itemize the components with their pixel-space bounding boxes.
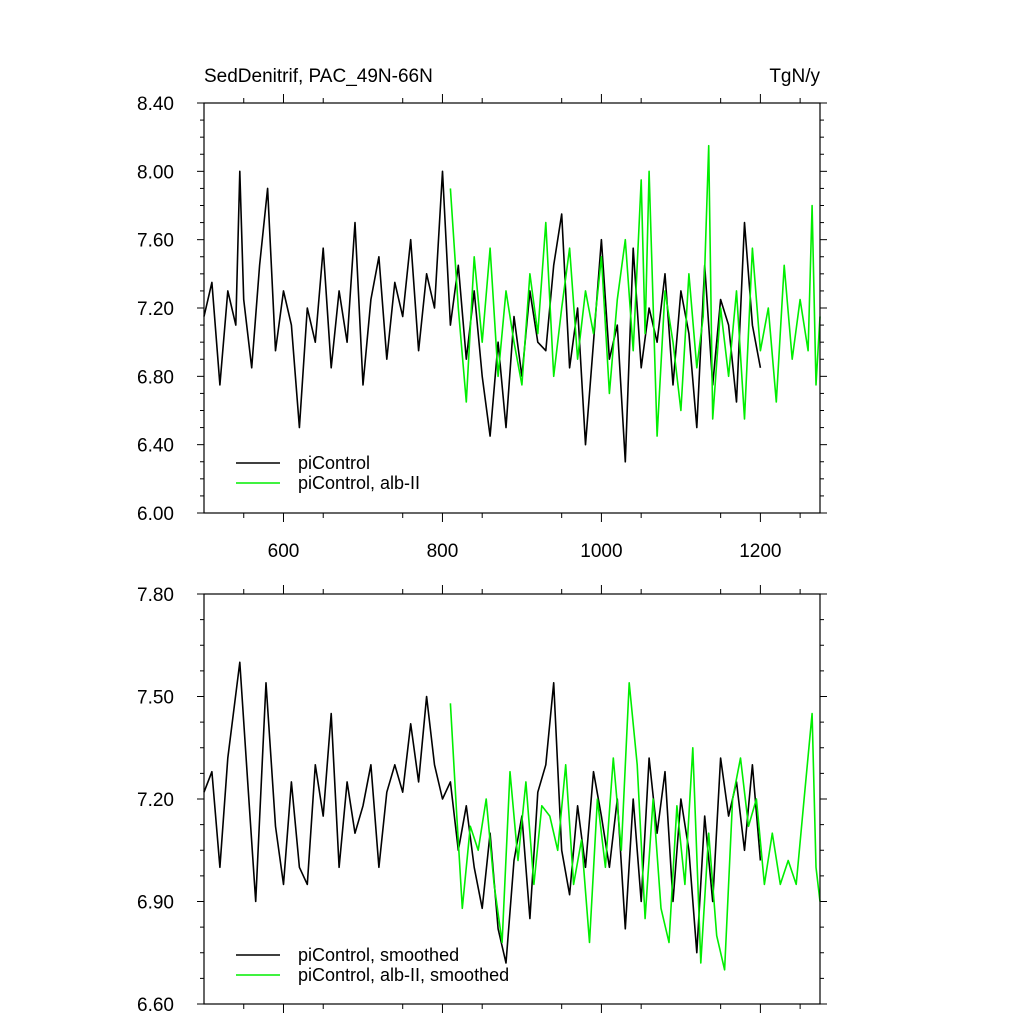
bottom-series-layer xyxy=(203,661,821,971)
y-tick-label: 6.60 xyxy=(137,995,174,1016)
top-plot-frame xyxy=(203,102,821,514)
chart-title: SedDenitrif, PAC_49N-66N xyxy=(204,66,433,87)
legend-label: piControl, alb-II, smoothed xyxy=(298,965,509,985)
y-tick-label: 7.50 xyxy=(137,688,174,709)
y-tick-label: 7.20 xyxy=(137,299,174,320)
x-tick-label: 1200 xyxy=(739,541,781,562)
top-panel: SedDenitrif, PAC_49N-66N TgN/y 6.006.406… xyxy=(137,66,827,562)
legend-label: piControl, smoothed xyxy=(298,945,459,965)
y-tick-label: 6.40 xyxy=(137,436,174,457)
legend-label: piControl xyxy=(298,453,370,473)
x-tick-label: 800 xyxy=(427,541,459,562)
y-tick-label: 8.40 xyxy=(137,94,174,115)
y-tick-label: 6.90 xyxy=(137,893,174,914)
y-tick-label: 7.20 xyxy=(137,790,174,811)
series-line-picontrol xyxy=(203,661,762,964)
y-tick-label: 6.80 xyxy=(137,367,174,388)
top-axes: 6.00 6.40 6.80 7.20 7.60 8.00 8.40 600 800 1000 12… xyxy=(137,94,827,562)
series-line-alb-ii xyxy=(449,144,821,437)
units-label: TgN/y xyxy=(769,66,820,87)
top-series-layer xyxy=(203,144,821,463)
series-line-picontrol xyxy=(203,170,762,463)
y-tick-label: 8.00 xyxy=(137,162,174,183)
x-tick-label: 600 xyxy=(268,541,300,562)
y-tick-label: 7.80 xyxy=(137,585,174,606)
bottom-panel: 6.60 6.90 7.20 7.50 7.80 piControl, smoothed… xyxy=(137,585,827,1016)
x-tick-label: 1000 xyxy=(580,541,622,562)
series-line-alb-ii xyxy=(449,681,821,971)
bottom-plot-frame xyxy=(203,593,821,1005)
y-tick-label: 7.60 xyxy=(137,231,174,252)
bottom-axes: 6.60 6.90 7.20 7.50 7.80 xyxy=(137,585,827,1016)
y-tick-label: 6.00 xyxy=(137,504,174,525)
legend-label: piControl, alb-II xyxy=(298,473,420,493)
